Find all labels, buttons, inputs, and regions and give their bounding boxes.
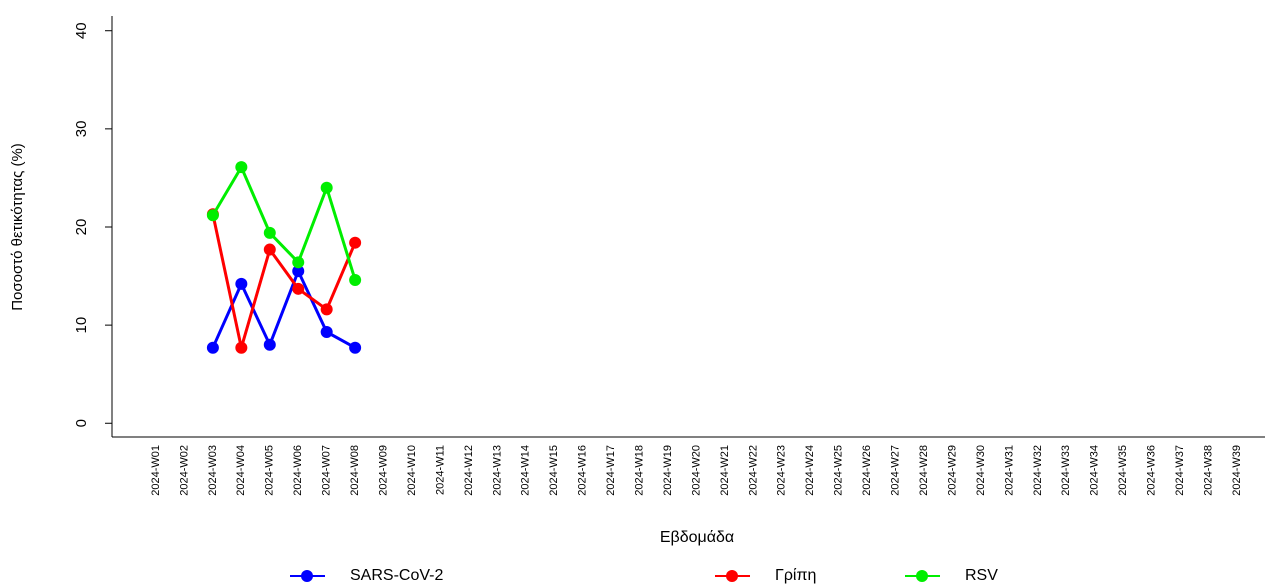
x-tick-label: 2024-W13	[491, 445, 503, 496]
x-tick-label: 2024-W20	[690, 445, 702, 496]
x-tick-label: 2024-W04	[235, 445, 247, 496]
x-tick-label: 2024-W19	[662, 445, 674, 496]
x-tick-label: 2024-W17	[605, 445, 617, 496]
legend-marker	[726, 570, 738, 582]
data-point	[235, 277, 248, 290]
x-tick-label: 2024-W11	[434, 445, 446, 495]
x-tick-label: 2024-W27	[890, 445, 902, 496]
x-tick-label: 2024-W33	[1060, 445, 1072, 496]
data-point	[206, 209, 219, 222]
x-tick-label: 2024-W22	[747, 445, 759, 496]
x-tick-label: 2024-W06	[292, 445, 304, 496]
x-tick-label: 2024-W21	[719, 445, 731, 496]
x-tick-label: 2024-W16	[577, 445, 589, 496]
x-tick-label: 2024-W07	[321, 445, 333, 496]
data-point	[263, 226, 276, 239]
data-point	[263, 338, 276, 351]
legend-marker	[916, 570, 928, 582]
data-point	[206, 341, 219, 354]
data-point	[235, 341, 248, 354]
legend-label: Γρίπη	[775, 567, 816, 584]
data-point	[349, 341, 362, 354]
y-tick-label: 40	[73, 22, 90, 39]
y-tick-label: 10	[73, 317, 90, 334]
x-axis-label: Εβδομάδα	[660, 529, 734, 546]
legend-marker	[301, 570, 313, 582]
x-tick-label: 2024-W37	[1174, 445, 1186, 496]
x-tick-label: 2024-W09	[377, 445, 389, 496]
x-tick-label: 2024-W08	[349, 445, 361, 496]
data-point	[292, 282, 305, 295]
data-point	[320, 325, 333, 338]
x-tick-label: 2024-W01	[150, 445, 162, 496]
y-tick-label: 20	[73, 219, 90, 236]
data-point	[263, 243, 276, 256]
x-tick-label: 2024-W14	[520, 445, 532, 496]
x-tick-label: 2024-W25	[833, 445, 845, 496]
x-tick-label: 2024-W10	[406, 445, 418, 496]
x-tick-label: 2024-W23	[776, 445, 788, 496]
x-tick-label: 2024-W28	[918, 445, 930, 496]
y-tick-label: 0	[73, 419, 90, 427]
x-tick-label: 2024-W31	[1003, 445, 1015, 496]
x-tick-label: 2024-W38	[1202, 445, 1214, 496]
x-tick-label: 2024-W35	[1117, 445, 1129, 496]
x-tick-label: 2024-W32	[1032, 445, 1044, 496]
x-tick-label: 2024-W05	[264, 445, 276, 496]
x-tick-label: 2024-W26	[861, 445, 873, 496]
x-tick-label: 2024-W03	[207, 445, 219, 496]
x-tick-label: 2024-W36	[1146, 445, 1158, 496]
x-tick-label: 2024-W30	[975, 445, 987, 496]
data-point	[235, 161, 248, 174]
x-tick-label: 2024-W18	[634, 445, 646, 496]
y-axis-label: Ποσοστό θετικότητας (%)	[9, 143, 26, 311]
legend-label: RSV	[965, 567, 998, 584]
series-line	[211, 163, 357, 281]
x-tick-label: 2024-W29	[946, 445, 958, 496]
data-point	[320, 303, 333, 316]
data-point	[349, 273, 362, 286]
x-tick-label: 2024-W02	[178, 445, 190, 496]
data-point	[292, 265, 305, 278]
data-point	[320, 181, 333, 194]
data-point	[292, 256, 305, 269]
data-point	[349, 236, 362, 249]
legend-label: SARS-CoV-2	[350, 567, 443, 584]
y-tick-label: 30	[73, 121, 90, 138]
x-tick-label: 2024-W39	[1231, 445, 1243, 496]
series-line	[211, 213, 357, 349]
x-tick-label: 2024-W34	[1089, 445, 1101, 496]
x-tick-label: 2024-W24	[804, 445, 816, 496]
x-tick-label: 2024-W15	[548, 445, 560, 496]
x-tick-label: 2024-W12	[463, 445, 475, 496]
